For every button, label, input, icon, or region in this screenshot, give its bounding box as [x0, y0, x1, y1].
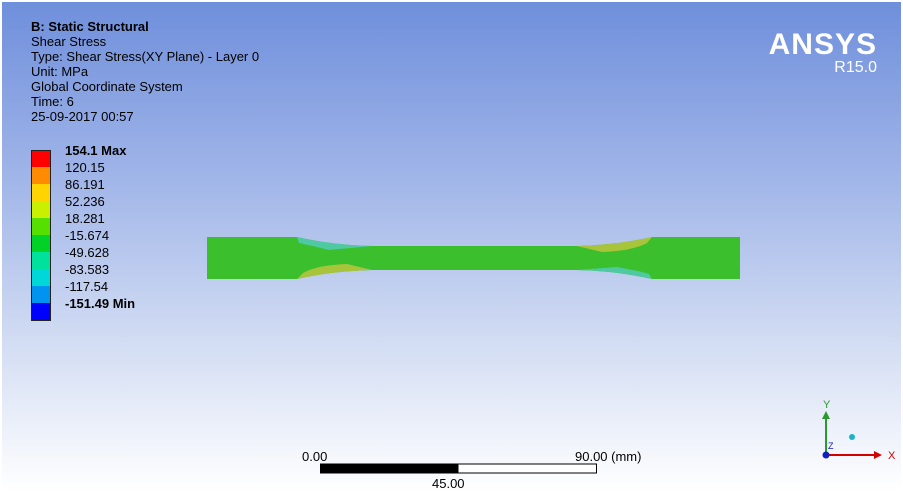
scale-left-label: 0.00	[302, 449, 328, 464]
result-time: Time: 6	[31, 94, 74, 109]
legend-swatch	[31, 184, 50, 201]
legend-label: -151.49 Min	[65, 296, 136, 311]
triad-z-axis	[822, 451, 830, 459]
scale-mid-label: 45.00	[432, 476, 465, 491]
legend-label: 52.236	[65, 194, 105, 209]
legend-swatch	[31, 303, 50, 320]
fillet-top-right	[577, 237, 652, 252]
legend-label: -49.628	[65, 245, 110, 260]
legend-swatch	[31, 201, 50, 218]
triad-x-label: X	[888, 450, 896, 462]
triad-isometric-ball[interactable]	[849, 434, 855, 440]
legend-label: 86.191	[65, 177, 105, 192]
legend-border	[31, 150, 51, 321]
legend-swatch	[31, 286, 50, 303]
scale-right-label: 90.00 (mm)	[575, 449, 642, 464]
result-name: Shear Stress	[31, 34, 107, 49]
fillet-bottom-right	[577, 267, 652, 279]
triad-x-arrow	[874, 451, 882, 459]
legend-label: 154.1 Max	[65, 143, 127, 158]
legend-label: 120.15	[65, 160, 105, 175]
specimen-model[interactable]	[207, 237, 742, 281]
brand-name: ANSYS	[768, 28, 877, 61]
result-type: Type: Shear Stress(XY Plane) - Layer 0	[31, 49, 260, 64]
legend-label: -15.674	[65, 228, 110, 243]
scale-bar-graphic	[320, 463, 597, 474]
legend-label: 18.281	[65, 211, 105, 226]
analysis-title: B: Static Structural	[31, 19, 149, 34]
triad-y-arrow	[822, 411, 830, 419]
coordinate-system: Global Coordinate System	[31, 79, 183, 94]
legend-swatch	[31, 269, 50, 286]
coordinate-triad[interactable]: Y X Z	[812, 397, 897, 467]
triad-z-label: Z	[828, 441, 834, 451]
fillet-top-left	[297, 237, 372, 250]
ansys-logo: ANSYS R15.0	[769, 30, 877, 76]
result-date: 25-09-2017 00:57	[31, 109, 134, 124]
brand-version: R15.0	[834, 59, 877, 76]
legend-swatch	[31, 235, 50, 252]
legend-label: -83.583	[65, 262, 110, 277]
specimen-body[interactable]	[207, 237, 740, 279]
scale-bar: 0.00 90.00 (mm) 45.00	[302, 449, 702, 491]
result-info-panel: B: Static Structural Shear Stress Type: …	[31, 19, 259, 124]
result-unit: Unit: MPa	[31, 64, 89, 79]
legend-swatch	[31, 218, 50, 235]
fillet-bottom-left	[297, 264, 372, 279]
legend-label: -117.54	[65, 279, 109, 294]
legend-swatch	[31, 167, 50, 184]
legend-swatch	[31, 252, 50, 269]
triad-y-label: Y	[823, 399, 831, 411]
legend-swatch	[31, 150, 50, 167]
